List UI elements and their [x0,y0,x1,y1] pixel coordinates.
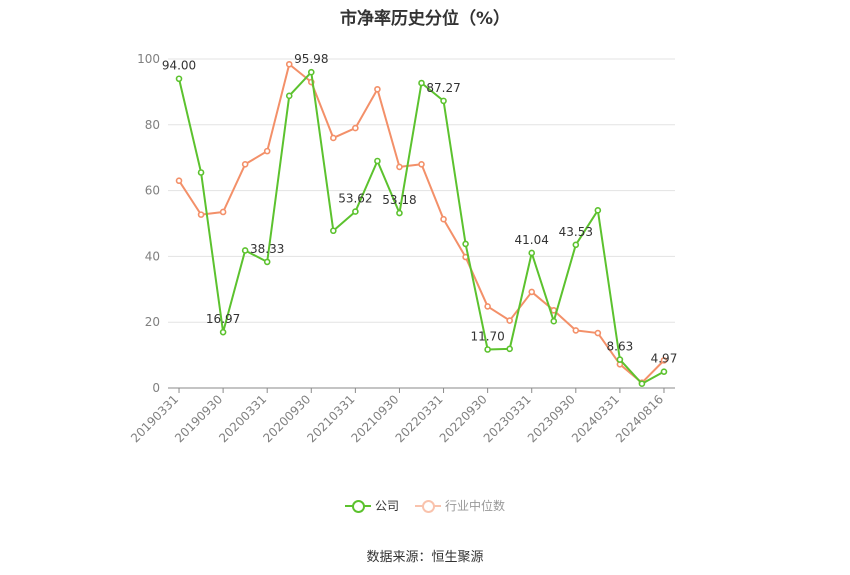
data-point-company [660,368,668,375]
data-point-industry-median [396,163,403,171]
legend-item-industry-median[interactable]: 行业中位数 [415,497,505,514]
data-point-company [572,241,580,249]
x-tick-label: 20240816 [613,392,666,445]
data-point-company [418,79,425,87]
data-point-company [374,157,381,165]
data-label: 41.04 [515,233,549,247]
data-label: 94.00 [162,59,196,73]
chart-title: 市净率历史分位（%） [339,9,511,29]
data-point-industry-median [175,177,183,185]
data-point-company [638,380,646,388]
data-point-company [352,208,359,215]
data-point-industry-median [219,208,227,216]
data-point-industry-median [528,288,536,296]
y-tick-label: 60 [145,184,160,198]
data-label: 16.97 [206,312,240,326]
data-point-industry-median [330,134,337,142]
data-point-industry-median [285,60,293,68]
data-label: 95.98 [294,52,328,66]
legend: 公司 行业中位数 [0,497,850,514]
data-point-industry-median [374,85,381,93]
data-point-industry-median [263,147,271,155]
data-point-industry-median [241,160,249,168]
data-point-company [330,227,337,235]
data-point-industry-median [352,124,359,132]
data-label: 38.33 [250,242,284,256]
data-point-company [528,249,536,257]
data-point-company [550,317,558,325]
data-point-company [440,97,447,105]
y-tick-label: 80 [145,118,160,132]
data-point-company [241,247,249,254]
data-point-company [506,345,513,353]
data-point-company [175,75,183,83]
data-label: 53.18 [382,193,416,207]
data-point-company [594,207,602,214]
data-label: 11.70 [470,330,504,344]
y-tick-label: 0 [152,381,160,395]
data-point-company [484,346,491,353]
data-point-company [197,169,205,176]
data-label: 53.62 [338,192,372,206]
data-point-company [285,92,293,100]
data-point-company [616,356,624,363]
y-tick-label: 100 [137,52,160,66]
data-point-industry-median [484,303,491,310]
data-point-industry-median [197,211,205,218]
data-point-company [219,328,227,336]
legend-label-industry-median: 行业中位数 [445,499,506,513]
y-tick-label: 20 [145,315,160,329]
data-point-industry-median [440,215,447,223]
data-label: 8.63 [607,340,634,354]
data-label: 87.27 [426,81,460,95]
y-tick-label: 40 [145,249,160,263]
data-point-industry-median [660,357,668,364]
legend-item-company[interactable]: 公司 [344,497,399,514]
data-point-industry-median [594,329,602,337]
data-point-company [396,209,403,217]
data-point-company [307,68,315,76]
legend-swatch-company [344,499,371,513]
legend-swatch-industry-median [415,499,441,513]
legend-label-company: 公司 [374,499,399,513]
source-note: 数据来源：恒生聚源 [366,550,484,565]
data-point-industry-median [418,160,425,168]
series-line-industry-median [178,63,665,384]
data-point-industry-median [572,327,580,334]
data-point-company [462,240,469,248]
data-label: 43.53 [559,225,593,239]
data-point-industry-median [506,317,513,324]
data-point-company [263,258,271,266]
data-label: 4.97 [651,352,678,366]
